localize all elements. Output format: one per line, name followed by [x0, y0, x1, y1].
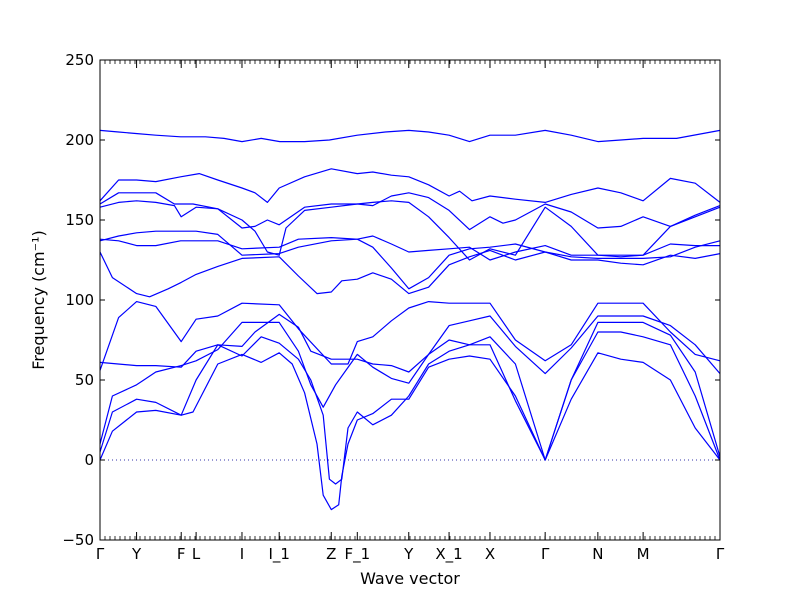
- x-tick-label: Y: [403, 545, 414, 563]
- x-tick-label: M: [637, 545, 650, 563]
- y-tick-label: −50: [62, 531, 94, 549]
- x-tick-label: N: [592, 545, 603, 563]
- x-tick-label: L: [192, 545, 201, 563]
- dispersion-branch-10: [99, 321, 721, 461]
- dispersion-branch-4: [99, 200, 721, 261]
- x-axis-ticks: Γ Y F L I I_1 Z F_1 Y X_1 X Γ N M Γ: [96, 60, 725, 564]
- dispersion-branches: [99, 129, 721, 511]
- dispersion-branch-3: [99, 192, 721, 231]
- y-tick-label: 50: [75, 371, 94, 389]
- dispersion-branch-8: [99, 301, 721, 371]
- dispersion-branch-1: [99, 129, 721, 143]
- dispersion-branch-11: [99, 331, 721, 485]
- x-tick-label: X: [485, 545, 495, 563]
- y-tick-label: 150: [65, 211, 94, 229]
- minor-ticks: [99, 60, 721, 540]
- x-tick-label: X_1: [435, 545, 462, 564]
- y-tick-label: 0: [84, 451, 94, 469]
- dispersion-branch-5: [99, 230, 720, 261]
- x-tick-label: I_1: [268, 545, 289, 564]
- x-tick-label: Γ: [716, 545, 725, 563]
- y-tick-label: 200: [65, 131, 94, 149]
- x-tick-label: Γ: [96, 545, 105, 563]
- x-tick-label: F_1: [344, 545, 370, 564]
- x-tick-label: I: [240, 545, 244, 563]
- x-tick-label: Y: [131, 545, 142, 563]
- x-tick-label: F: [177, 545, 186, 563]
- y-tick-label: 100: [65, 291, 94, 309]
- x-tick-label: Z: [326, 545, 336, 563]
- y-axis-ticks: −50 0 50 100 150 200 250: [62, 51, 720, 549]
- x-axis-title: Wave vector: [360, 569, 460, 588]
- y-axis-title: Frequency (cm⁻¹): [29, 230, 48, 369]
- dispersion-branch-12: [99, 352, 721, 511]
- dispersion-branch-7: [99, 249, 721, 298]
- dispersion-branch-9: [99, 313, 721, 375]
- y-tick-label: 250: [65, 51, 94, 69]
- dispersion-branch-2: [99, 168, 721, 203]
- x-tick-label: Γ: [541, 545, 550, 563]
- dispersion-branch-6: [99, 237, 721, 290]
